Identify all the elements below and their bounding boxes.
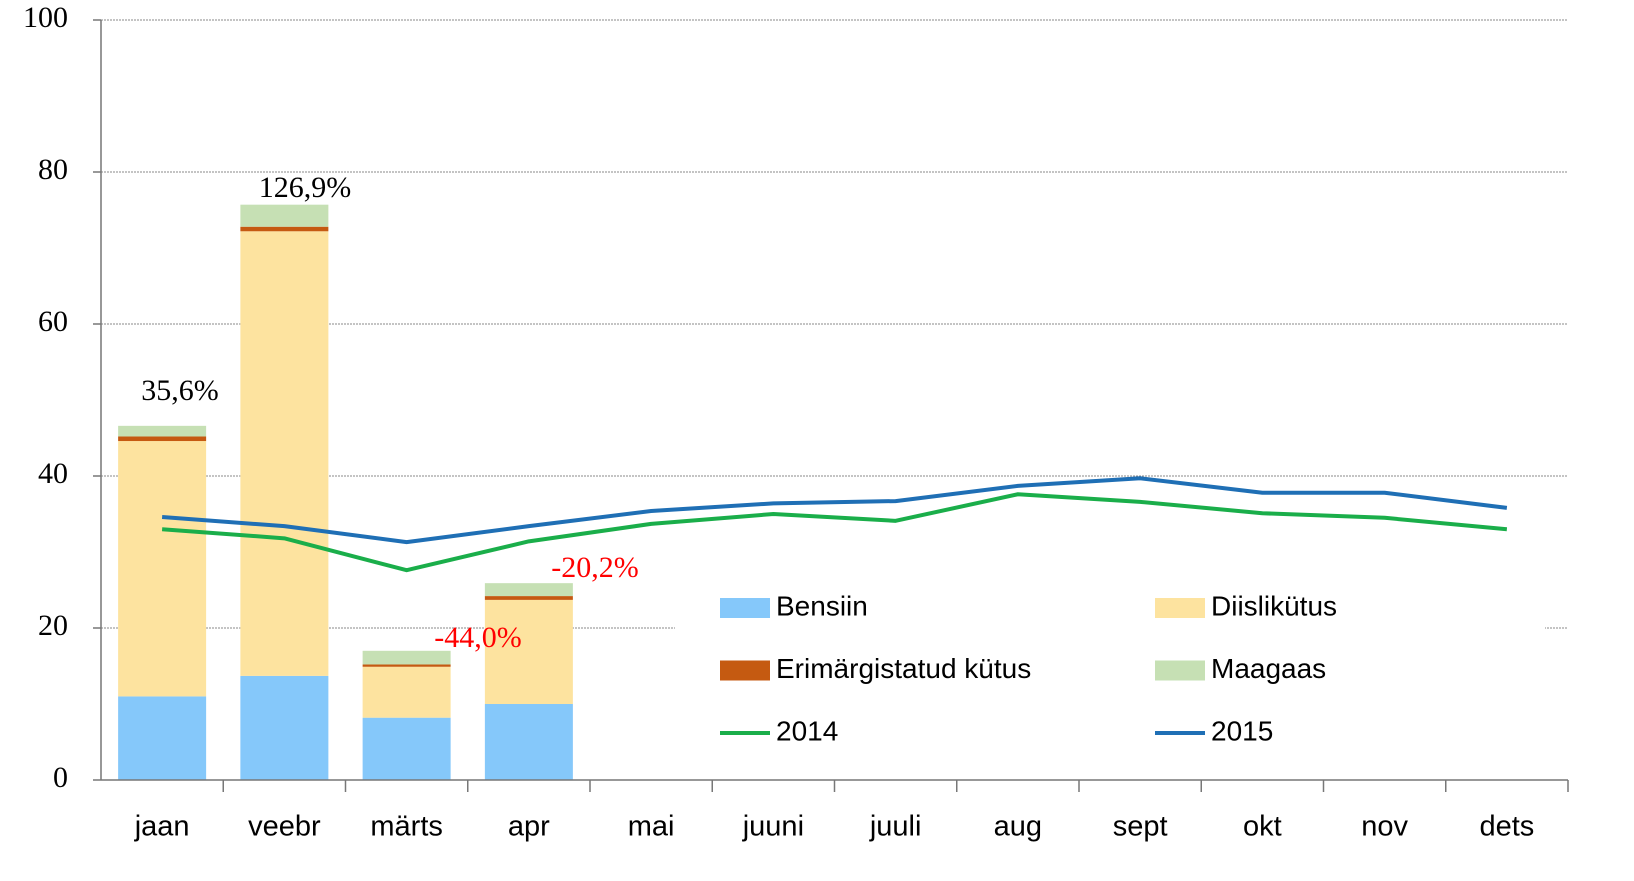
x-tick-label: märts (370, 811, 443, 843)
bar-segment (362, 666, 451, 718)
legend-label: 2014 (776, 715, 838, 746)
bar-segment (484, 599, 573, 704)
legend-label: Diislikütus (1211, 590, 1337, 621)
bar-segment (118, 696, 207, 780)
y-tick-label: 100 (23, 1, 68, 34)
legend-swatch (1155, 598, 1205, 618)
bar-segment (484, 583, 573, 597)
bar-segment (118, 425, 207, 437)
bar-segment (118, 436, 207, 442)
bar-segment (362, 717, 451, 780)
legend-swatch (720, 660, 770, 681)
y-tick-label: 20 (38, 609, 68, 642)
annotation: 126,9% (259, 171, 352, 204)
legend-label: Bensiin (776, 590, 868, 621)
y-tick-label: 80 (38, 153, 68, 186)
x-tick-label: veebr (248, 811, 321, 843)
x-tick-label: apr (508, 811, 550, 843)
x-tick-label: juuli (869, 811, 922, 843)
x-tick-label: aug (994, 811, 1042, 843)
x-tick-label: okt (1243, 811, 1282, 843)
x-tick-label: nov (1361, 811, 1408, 843)
bar-segment (362, 650, 451, 665)
bar-segment (118, 441, 207, 697)
legend-label: 2015 (1211, 715, 1273, 746)
legend-swatch (720, 598, 770, 618)
line-series (161, 492, 1508, 573)
bar-segment (240, 226, 329, 232)
legend-label: Maagaas (1211, 653, 1326, 684)
y-tick-label: 0 (53, 761, 68, 794)
bar-segment (240, 675, 329, 780)
x-tick-label: jaan (134, 811, 190, 843)
legend: Bensiin Diislikütus Erimärgistatud kütus Ma… (675, 575, 1545, 765)
bar-segment (484, 704, 573, 780)
y-tick-label: 40 (38, 457, 68, 490)
x-tick-label: dets (1479, 811, 1534, 843)
annotation: -44,0% (434, 621, 521, 654)
bar-segment (362, 664, 451, 667)
annotation: 35,6% (141, 374, 219, 407)
bar-segment (484, 596, 573, 600)
x-tick-label: juuni (742, 811, 804, 843)
y-tick-label: 60 (38, 305, 68, 338)
legend-label: Erimärgistatud kütus (776, 653, 1031, 684)
x-tick-label: mai (628, 811, 675, 843)
annotation: -20,2% (551, 551, 638, 584)
line-series (161, 476, 1508, 545)
bar-segment (240, 231, 329, 676)
x-tick-label: sept (1113, 811, 1168, 843)
bar-segment (240, 204, 329, 227)
legend-background (675, 575, 1545, 765)
legend-swatch (1155, 660, 1205, 681)
